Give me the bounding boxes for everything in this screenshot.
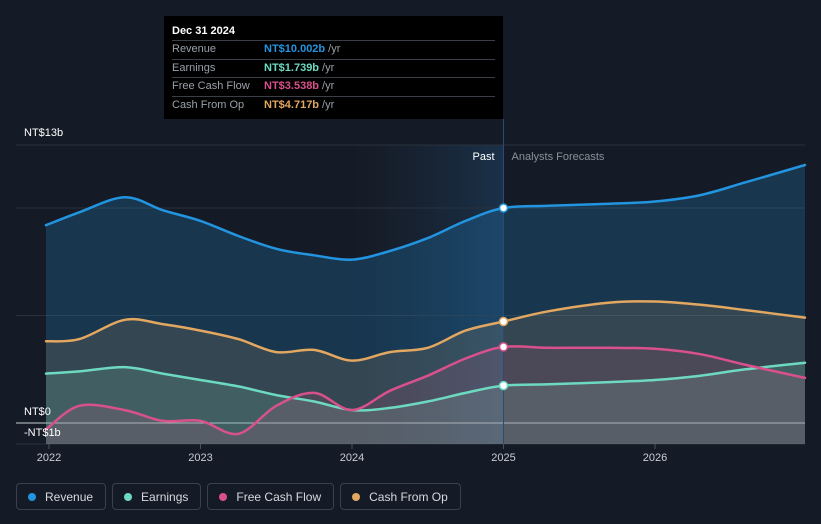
legend-label: Cash From Op — [369, 489, 448, 504]
x-tick-label: 2025 — [491, 452, 515, 464]
point-revenue — [498, 203, 509, 213]
tooltip-unit: /yr — [322, 61, 335, 74]
legend-dot-icon — [28, 492, 36, 501]
legend-item-earnings[interactable]: Earnings — [112, 483, 202, 510]
tooltip-row: Revenue NT$10.002b /yr — [172, 40, 495, 59]
legend-item-cash-from-op[interactable]: Cash From Op — [340, 483, 461, 510]
legend-label: Free Cash Flow — [236, 489, 322, 504]
x-axis: 2022 2023 2024 2025 2026 — [37, 444, 667, 464]
past-label: Past — [472, 151, 494, 163]
tooltip-label: Free Cash Flow — [172, 80, 250, 92]
past-region — [352, 145, 504, 444]
x-tick-label: 2024 — [340, 452, 364, 464]
tooltip-label: Earnings — [172, 61, 216, 74]
tooltip-value: NT$3.538b — [264, 80, 320, 92]
forecast-label: Analysts Forecasts — [512, 151, 605, 163]
point-free-cash-flow — [498, 342, 509, 352]
line-free-cash-flow — [44, 345, 807, 436]
x-tick-label: 2022 — [37, 452, 61, 464]
x-tick-label: 2023 — [188, 452, 212, 464]
y-axis-label: NT$0 — [24, 406, 51, 418]
financials-chart[interactable]: 2022 2023 2024 2025 2026 NT$13b NT$0 -NT$1b Pa… — [0, 0, 821, 470]
legend-label: Earnings — [141, 489, 189, 504]
tooltip-value: NT$10.002b — [264, 43, 326, 55]
legend-dot-icon — [124, 492, 133, 501]
legend-item-free-cash-flow[interactable]: Free Cash Flow — [207, 483, 335, 510]
tooltip-unit: /yr — [322, 80, 335, 92]
tooltip-label: Cash From Op — [172, 98, 245, 111]
y-axis-label: -NT$1b — [24, 427, 61, 439]
y-axis-label: NT$13b — [24, 127, 63, 139]
tooltip-label: Revenue — [172, 43, 217, 55]
legend: Revenue Earnings Free Cash Flow Cash Fro… — [16, 483, 461, 510]
tooltip-row: Free Cash Flow NT$3.538b /yr — [172, 77, 495, 96]
tooltip-row: Cash From Op NT$4.717b /yr — [172, 95, 495, 115]
point-cash-from-op — [498, 316, 509, 327]
area-free-cash-flow — [46, 346, 805, 444]
x-tick-label: 2026 — [643, 452, 667, 464]
area-revenue — [46, 165, 805, 444]
tooltip-value: NT$4.717b — [264, 98, 320, 111]
legend-item-revenue[interactable]: Revenue — [16, 483, 107, 510]
line-revenue — [44, 163, 807, 261]
legend-dot-icon — [352, 492, 361, 501]
highlight-markers — [498, 203, 509, 391]
tooltip: Dec 31 2024 Revenue NT$10.002b /yr Earni… — [164, 16, 503, 119]
area-cash-from-op — [46, 301, 805, 444]
legend-label: Revenue — [45, 489, 94, 504]
tooltip-row: Earnings NT$1.739b /yr — [172, 58, 495, 78]
tooltip-unit: /yr — [328, 43, 341, 55]
line-cash-from-op — [44, 300, 807, 362]
line-earnings — [44, 361, 807, 412]
point-earnings — [498, 380, 509, 391]
legend-dot-icon — [219, 492, 228, 501]
y-axis: NT$13b NT$0 -NT$1b — [24, 127, 63, 439]
series-lines — [44, 163, 807, 436]
tooltip-date: Dec 31 2024 — [172, 25, 235, 37]
tooltip-unit: /yr — [322, 98, 335, 111]
tooltip-value: NT$1.739b — [264, 61, 320, 74]
gridlines — [16, 144, 805, 445]
